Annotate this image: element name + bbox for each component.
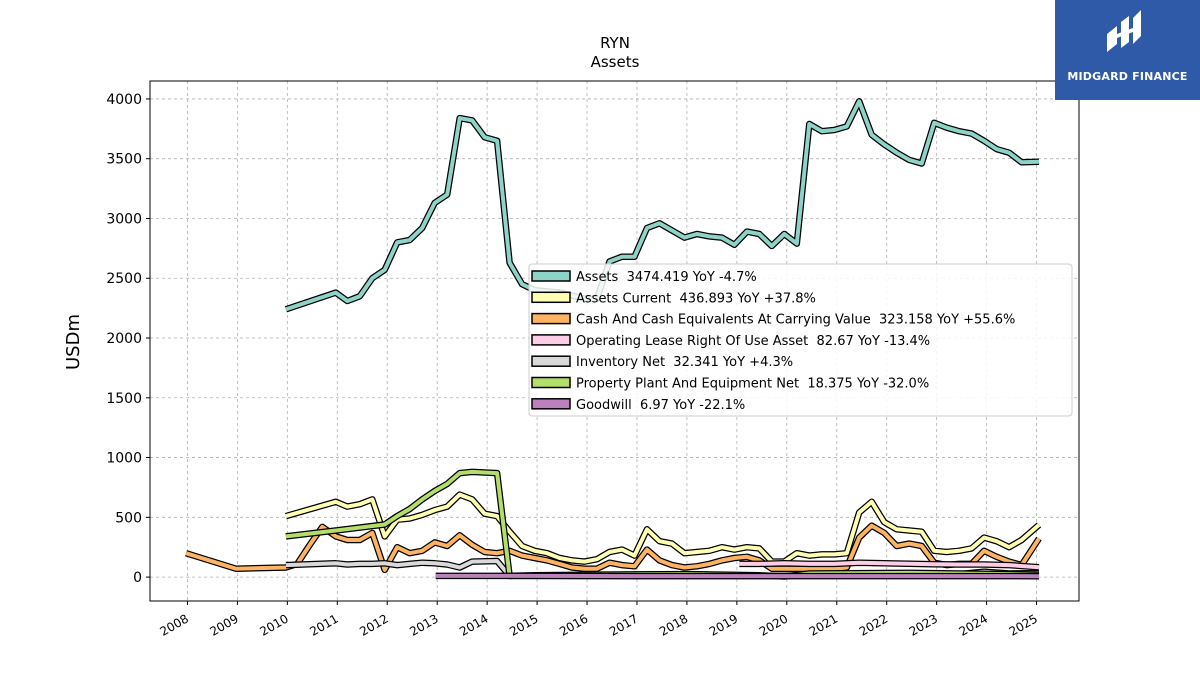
x-tick-label: 2018 xyxy=(657,611,690,638)
legend-swatch-cash-and-cash-equivalents-at-carrying-value xyxy=(531,312,571,325)
legend-entry-goodwill: Goodwill 6.97 YoY -22.1% xyxy=(576,398,745,413)
legend-entry-assets: Assets 3474.419 YoY -4.7% xyxy=(576,270,757,285)
series-line-operating-lease-right-of-use-asset xyxy=(739,560,1040,570)
plot-frame xyxy=(149,80,1080,602)
x-tick-label: 2013 xyxy=(407,611,440,638)
x-tick-label: 2020 xyxy=(757,611,790,638)
legend-entry-cash-and-cash-equivalents-at-carrying-value: Cash And Cash Equivalents At Carrying Va… xyxy=(576,313,1015,328)
brand-logo: MIDGARD FINANCE xyxy=(1055,0,1200,100)
legend-box xyxy=(528,263,1073,417)
chart-subtitle: Assets xyxy=(591,53,640,71)
x-tick-label: 2021 xyxy=(807,611,840,638)
y-tick-label: 2000 xyxy=(106,331,142,347)
legend-swatch-property-plant-and-equipment-net xyxy=(531,376,571,389)
series-line-assets-current xyxy=(285,492,1041,564)
y-tick-label: 3000 xyxy=(106,211,142,227)
x-tick-label: 2017 xyxy=(607,611,640,638)
x-tick-label: 2019 xyxy=(707,611,740,638)
legend-entry-property-plant-and-equipment-net: Property Plant And Equipment Net 18.375 … xyxy=(576,377,929,392)
y-tick-label: 500 xyxy=(115,510,142,526)
legend-swatch-inventory-net xyxy=(531,355,571,367)
x-tick-label: 2014 xyxy=(457,611,490,638)
legend: Assets 3474.419 YoY -4.7% Assets Current … xyxy=(528,263,1073,417)
x-tick-label: 2023 xyxy=(907,611,940,638)
x-tick-label: 2010 xyxy=(257,611,290,638)
y-tick-label: 1500 xyxy=(106,391,142,407)
x-tick-label: 2009 xyxy=(207,611,240,638)
series-layer xyxy=(185,98,1042,580)
chart-title: RYN xyxy=(600,34,630,52)
legend-entry-inventory-net: Inventory Net 32.341 YoY +4.3% xyxy=(576,355,793,370)
logo-mark-icon xyxy=(1107,10,1141,52)
legend-swatch-assets-current xyxy=(531,291,571,304)
x-tick-label: 2011 xyxy=(307,611,340,638)
y-tick-label: 3500 xyxy=(106,152,142,168)
y-tick-label: 2500 xyxy=(106,271,142,287)
x-tick-label: 2024 xyxy=(957,611,990,638)
x-tick-label: 2012 xyxy=(357,611,390,638)
legend-entry-assets-current: Assets Current 436.893 YoY +37.8% xyxy=(576,291,816,306)
series-line-assets xyxy=(285,99,1040,312)
y-tick-label: 1000 xyxy=(106,451,142,467)
x-tick-label: 2008 xyxy=(158,611,191,638)
y-axis-label: USDm xyxy=(63,314,84,370)
legend-swatch-assets xyxy=(531,270,571,282)
x-tick-label: 2015 xyxy=(507,611,540,638)
brand-name: MIDGARD FINANCE xyxy=(1067,70,1188,83)
x-tick-label: 2022 xyxy=(857,611,890,638)
legend-swatch-goodwill xyxy=(531,398,571,410)
y-tick-label: 4000 xyxy=(106,92,142,108)
legend-swatch-operating-lease-right-of-use-asset xyxy=(531,334,571,346)
y-tick-label: 0 xyxy=(133,570,142,586)
x-tick-label: 2025 xyxy=(1007,611,1040,638)
legend-entry-operating-lease-right-of-use-asset: Operating Lease Right Of Use Asset 82.67… xyxy=(576,334,930,349)
x-tick-label: 2016 xyxy=(557,611,590,638)
